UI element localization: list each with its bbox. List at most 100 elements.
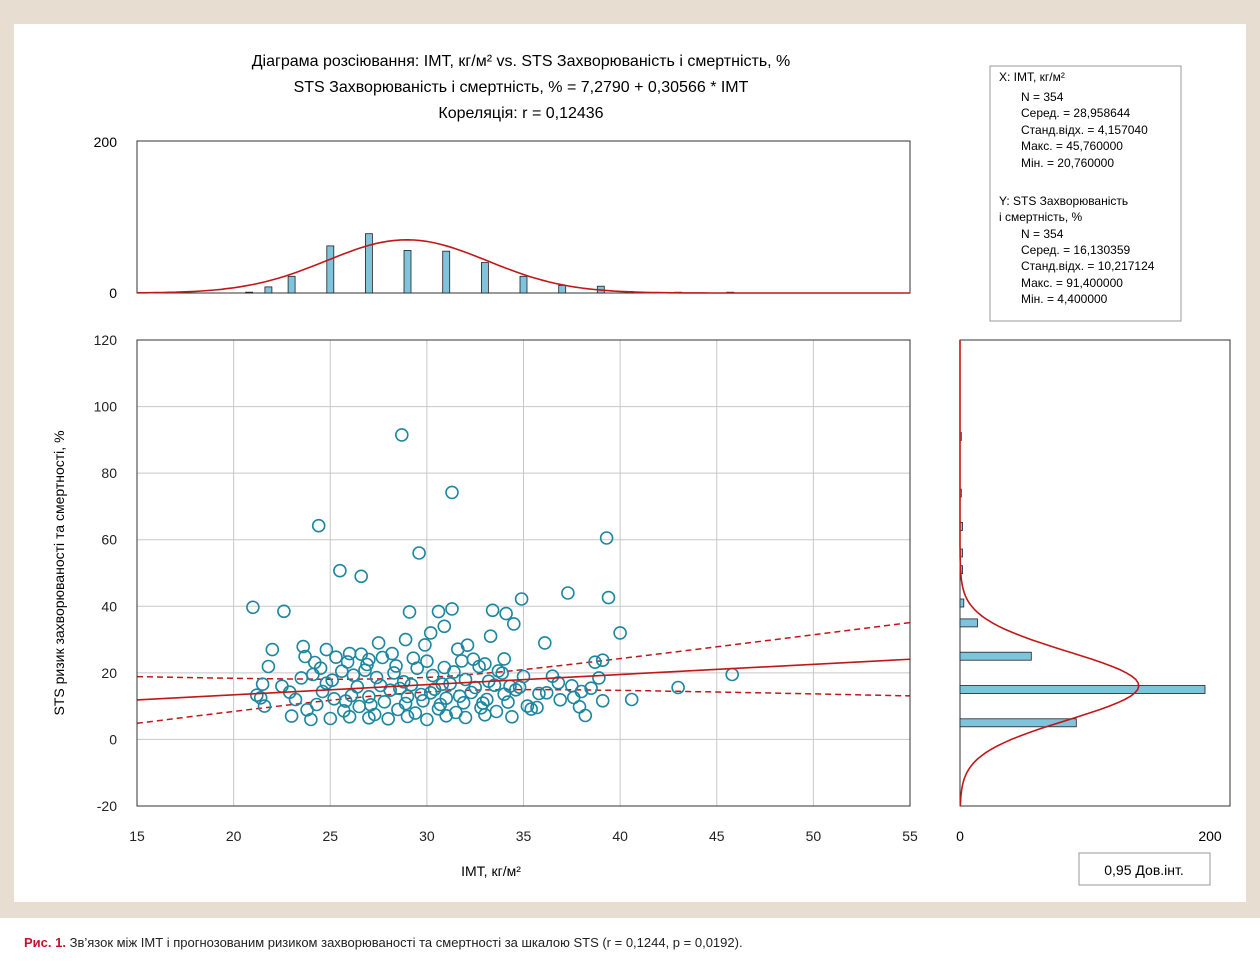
data-point (265, 642, 280, 657)
data-point (246, 600, 260, 615)
data-point (489, 704, 504, 719)
grid-lines (136, 339, 911, 807)
data-point (505, 709, 519, 724)
stats-x-mean: Серед. = 28,958644 (1021, 106, 1130, 120)
y-tick-label: 40 (101, 598, 117, 614)
data-point (375, 650, 390, 665)
x-histogram-bar (287, 275, 296, 294)
x-tick-label: 55 (902, 828, 918, 844)
data-point (420, 654, 434, 669)
data-point (362, 710, 376, 725)
data-point (456, 695, 471, 710)
data-point (250, 688, 264, 703)
data-point (578, 708, 593, 723)
data-point (624, 692, 639, 707)
stats-y-sd: Станд.відх. = 10,217124 (1021, 259, 1155, 273)
data-point (373, 678, 388, 693)
y-tick-label: 100 (94, 399, 118, 415)
stats-x-n: N = 354 (1021, 90, 1064, 104)
x-histogram-normal-curve (137, 238, 910, 294)
caption-lead: Рис. 1. (24, 935, 66, 950)
x-histogram-bar (403, 249, 412, 294)
data-point (253, 690, 268, 705)
data-point (530, 700, 544, 715)
data-point (445, 485, 459, 500)
data-point (296, 639, 311, 654)
data-point (342, 709, 357, 724)
confidence-interval-box (1078, 852, 1211, 886)
data-point (414, 687, 428, 702)
y-histogram-bar (959, 685, 1206, 694)
x-histogram-bar (558, 284, 567, 294)
data-point (437, 619, 452, 634)
confidence-interval-legend: 0,95 Дов.інт. (1078, 852, 1211, 886)
data-point (275, 679, 289, 694)
y-histogram-tick-label: 0 (956, 828, 964, 844)
data-point (294, 671, 309, 685)
data-point (408, 706, 423, 720)
data-point (431, 604, 446, 619)
x-tick-label: 35 (516, 828, 532, 844)
chart-equation: STS Захворюваність і смертність, % = 7,2… (294, 79, 749, 96)
confidence-band (136, 621, 911, 725)
y-histogram-bar (959, 718, 1077, 728)
x-tick-label: 30 (419, 828, 435, 844)
x-axis-label: ІМТ, кг/м² (461, 863, 521, 879)
x-histogram: 0 200 (94, 134, 911, 301)
x-tick-label: 20 (226, 828, 242, 844)
y-axis-ticks: -20 0 20 40 60 80 100 120 (94, 332, 118, 814)
data-point (333, 563, 347, 578)
data-point (340, 655, 355, 669)
data-point (524, 702, 539, 716)
data-point (402, 605, 417, 619)
stats-x-sd: Станд.відх. = 4,157040 (1021, 123, 1148, 137)
x-axis-ticks: 15 20 25 30 35 40 45 50 55 (129, 828, 918, 844)
data-point (342, 646, 357, 661)
chart-panel: Діаграма розсіювання: ІМТ, кг/м² vs. STS… (14, 24, 1246, 902)
caption-text: Зв’язок між ІМТ і прогнозованим ризиком … (69, 935, 743, 950)
data-point (400, 709, 415, 724)
data-point (537, 636, 552, 650)
data-point (445, 602, 459, 616)
data-point (313, 661, 328, 676)
stats-y-min: Мін. = 4,400000 (1021, 292, 1108, 306)
data-point (319, 642, 334, 657)
data-point (512, 680, 527, 695)
y-histogram-bars (959, 432, 1206, 728)
data-point (601, 590, 616, 605)
data-point (406, 651, 421, 666)
data-point (315, 684, 330, 699)
data-point (309, 697, 324, 712)
data-point (257, 699, 272, 713)
statistics-box (989, 65, 1182, 322)
statistics-legend: X: ІМТ, кг/м² N = 354 Серед. = 28,958644… (989, 65, 1182, 322)
data-point (425, 668, 440, 683)
data-point (362, 689, 376, 704)
stats-y-n: N = 354 (1021, 227, 1064, 241)
data-point (592, 671, 606, 685)
chart-correlation: Кореляція: r = 0,12436 (438, 105, 603, 122)
data-point (454, 654, 469, 668)
data-point (398, 696, 413, 711)
data-point (437, 660, 452, 675)
x-histogram-bar (480, 262, 489, 294)
data-point (284, 709, 299, 723)
data-point (553, 692, 568, 707)
y-histogram-bar (959, 651, 1032, 661)
regression-line (136, 658, 911, 701)
data-point (377, 694, 392, 709)
data-point (520, 699, 535, 713)
y-tick-label: 60 (101, 532, 117, 548)
data-point (613, 626, 627, 640)
data-point (363, 697, 378, 712)
scatter-chart: Діаграма розсіювання: ІМТ, кг/м² vs. STS… (51, 53, 1231, 886)
data-point (423, 626, 438, 640)
data-point (360, 657, 374, 672)
x-histogram-bar (264, 286, 273, 294)
x-histogram-tick-label: 200 (94, 134, 118, 150)
stats-x-header: X: ІМТ, кг/м² (999, 70, 1065, 84)
y-histogram-bar (959, 618, 978, 628)
y-tick-label: -20 (97, 798, 117, 814)
x-histogram-bar (519, 275, 528, 294)
data-point (478, 707, 492, 722)
